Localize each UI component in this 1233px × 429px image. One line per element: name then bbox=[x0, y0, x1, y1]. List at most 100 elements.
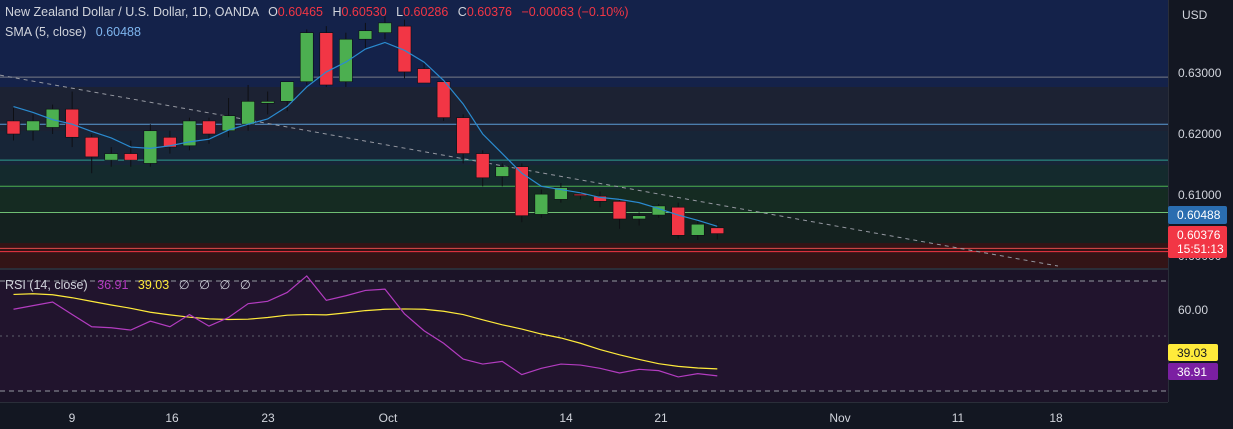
candle-down bbox=[514, 163, 529, 223]
low-label: L bbox=[396, 5, 403, 19]
candle-body bbox=[593, 195, 607, 202]
candle-body bbox=[456, 117, 470, 154]
candle-down bbox=[397, 19, 412, 79]
candle-body bbox=[710, 227, 725, 234]
price-tag-value: 0.60376 bbox=[1177, 228, 1221, 242]
legend-na-4: ∅ bbox=[240, 278, 251, 292]
sma-legend-label: SMA (5, close) bbox=[5, 25, 86, 39]
candle-up bbox=[554, 183, 568, 203]
candle-body bbox=[534, 193, 549, 215]
candle-body bbox=[554, 187, 568, 200]
candle-down bbox=[436, 79, 451, 121]
high-label: H bbox=[332, 5, 341, 19]
candle-up bbox=[104, 147, 119, 167]
open-label: O bbox=[268, 5, 278, 19]
candle-body bbox=[632, 215, 646, 220]
candle-body bbox=[612, 201, 627, 220]
candle-down bbox=[612, 198, 627, 229]
candle-body bbox=[514, 166, 529, 217]
candle-down bbox=[475, 150, 490, 187]
time-label: 23 bbox=[261, 411, 275, 425]
symbol-title[interactable]: New Zealand Dollar / U.S. Dollar, 1D, OA… bbox=[5, 5, 260, 19]
rsi-tag-value: 36.91 bbox=[1177, 365, 1207, 379]
legend-na-2: ∅ bbox=[199, 278, 210, 292]
price-tick: 0.62000 bbox=[1178, 127, 1222, 141]
candle-body bbox=[299, 32, 314, 83]
time-label: 16 bbox=[165, 411, 179, 425]
candle-body bbox=[339, 38, 353, 83]
sma-legend[interactable]: SMA (5, close) 0.60488 bbox=[5, 25, 141, 39]
candle-up bbox=[534, 189, 549, 218]
time-label: 18 bbox=[1049, 411, 1063, 425]
legend-na-1: ∅ bbox=[179, 278, 190, 292]
candle-body bbox=[260, 101, 275, 104]
open-value: 0.60465 bbox=[278, 5, 323, 19]
price-tag bbox=[1168, 226, 1227, 258]
price-pane[interactable] bbox=[0, 0, 1168, 268]
candle-body bbox=[182, 120, 197, 147]
currency-label[interactable]: USD bbox=[1182, 8, 1208, 22]
candle-down bbox=[671, 202, 686, 239]
candle-body bbox=[690, 223, 705, 236]
candle-up bbox=[632, 212, 646, 226]
zone-4 bbox=[0, 189, 1168, 213]
candle-body bbox=[143, 130, 158, 164]
time-label: 11 bbox=[952, 411, 965, 425]
candle-body bbox=[6, 120, 21, 135]
candle-up bbox=[26, 114, 40, 141]
candle-body bbox=[671, 206, 686, 236]
close-value: 0.60376 bbox=[467, 5, 512, 19]
candle-up bbox=[339, 32, 353, 87]
candle-body bbox=[26, 120, 40, 132]
rsi-tag bbox=[1168, 363, 1218, 380]
candle-up bbox=[45, 104, 60, 134]
candle-up bbox=[690, 220, 705, 240]
header-line[interactable]: New Zealand Dollar / U.S. Dollar, 1D, OA… bbox=[5, 5, 629, 19]
rsi-legend-value: 36.91 bbox=[97, 278, 128, 292]
candles bbox=[6, 16, 725, 240]
change-value: −0.00063 (−0.10%) bbox=[522, 5, 629, 19]
candle-body bbox=[241, 101, 255, 125]
candle-body bbox=[378, 22, 392, 33]
rsi-pane[interactable] bbox=[0, 270, 1168, 402]
candle-body bbox=[475, 153, 490, 179]
pane-separator[interactable] bbox=[0, 268, 1233, 270]
rsi-legend[interactable]: RSI (14, close) 36.91 39.03 ∅ ∅ ∅ ∅ bbox=[5, 278, 251, 292]
countdown: 15:51:13 bbox=[1177, 242, 1224, 256]
candle-body bbox=[417, 68, 431, 84]
legend-na-3: ∅ bbox=[219, 278, 230, 292]
legend[interactable]: New Zealand Dollar / U.S. Dollar, 1D, OA… bbox=[5, 5, 629, 292]
candle-body bbox=[84, 136, 99, 158]
rsi-ma-legend-value: 39.03 bbox=[138, 278, 169, 292]
price-scale[interactable]: USD 0.63000 0.62000 0.61000 0.60000 0.60… bbox=[1168, 0, 1233, 429]
candle-up bbox=[260, 91, 275, 115]
rsi-ma-tag bbox=[1168, 344, 1218, 361]
candle-body bbox=[319, 32, 334, 86]
time-axis[interactable]: 9 16 23 Oct 14 21 Nov 11 18 bbox=[0, 402, 1233, 429]
candle-body bbox=[495, 166, 510, 177]
zone-5 bbox=[0, 213, 1168, 243]
candle-body bbox=[124, 153, 138, 161]
candle-down bbox=[417, 62, 431, 84]
candle-body bbox=[45, 108, 60, 128]
time-label: 21 bbox=[654, 411, 668, 425]
candle-down bbox=[163, 130, 177, 154]
sma-tag-value: 0.60488 bbox=[1177, 208, 1221, 222]
rsi-ma-tag-value: 39.03 bbox=[1177, 346, 1207, 360]
time-label: 9 bbox=[69, 411, 76, 425]
candle-body bbox=[397, 25, 412, 73]
candle-down bbox=[593, 191, 607, 208]
candle-up bbox=[358, 22, 373, 50]
price-tick: 0.63000 bbox=[1178, 66, 1222, 80]
price-tick: 0.61000 bbox=[1178, 188, 1222, 202]
rsi-tick: 60.00 bbox=[1178, 303, 1208, 317]
rsi-legend-label: RSI (14, close) bbox=[5, 278, 88, 292]
trendline[interactable] bbox=[0, 74, 1059, 267]
candle-down bbox=[6, 107, 21, 141]
candle-down bbox=[84, 134, 99, 174]
candle-up bbox=[143, 124, 158, 167]
candle-body bbox=[104, 153, 119, 161]
close-label: C bbox=[458, 5, 467, 19]
candle-up bbox=[182, 117, 197, 151]
